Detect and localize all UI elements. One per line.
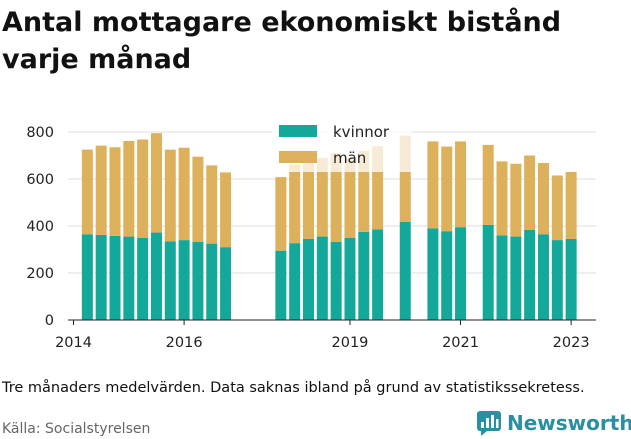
bar-man (565, 171, 577, 239)
bar-kvinnor (164, 241, 176, 320)
bar-man (137, 139, 149, 238)
bar-man (289, 164, 301, 244)
bar-man (81, 149, 93, 235)
bar-kvinnor (192, 241, 204, 320)
brand-name: Newsworthy (507, 411, 631, 435)
x-tick-label: 2019 (332, 335, 369, 351)
bar-man (275, 177, 287, 251)
bar-kvinnor (510, 236, 522, 320)
legend-swatch (279, 125, 317, 137)
bar-man (551, 175, 563, 241)
x-tick-label: 2014 (55, 335, 92, 351)
bar-kvinnor (81, 234, 93, 320)
bar-man (510, 163, 522, 237)
bar-kvinnor (137, 237, 149, 320)
bar-man (220, 172, 232, 248)
y-tick-label: 400 (26, 219, 54, 235)
y-tick-label: 0 (45, 313, 54, 329)
bar-kvinnor (482, 224, 494, 320)
bar-kvinnor (220, 247, 232, 320)
bar-man (192, 156, 204, 242)
bar-man (95, 145, 107, 235)
bar-kvinnor (441, 231, 453, 320)
bar-man (109, 147, 121, 236)
bar-man (524, 155, 536, 230)
legend-swatch (279, 151, 317, 163)
brand-logo[interactable]: Newsworthy (476, 408, 631, 438)
bar-kvinnor (178, 240, 190, 320)
bar-kvinnor (496, 235, 508, 320)
y-tick-label: 600 (26, 172, 54, 188)
bar-man (482, 144, 494, 225)
bar-kvinnor (206, 243, 218, 320)
bar-kvinnor (427, 228, 439, 320)
bar-man (164, 149, 176, 242)
bar-man (496, 161, 508, 236)
legend: kvinnor män (272, 116, 412, 172)
legend-label: kvinnor (333, 123, 390, 141)
bar-man (372, 146, 384, 230)
bar-kvinnor (399, 221, 411, 320)
bar-man (399, 135, 411, 222)
x-tick-label: 2023 (553, 335, 590, 351)
bar-man (150, 133, 162, 233)
bar-man (303, 159, 315, 239)
chart: 0 200 400 600 800 2014 2016 2019 2021 2023 kvinn… (26, 116, 596, 351)
legend-label: män (333, 149, 366, 167)
bar-kvinnor (109, 235, 121, 320)
bar-man (316, 157, 328, 237)
bar-kvinnor (551, 240, 563, 320)
x-axis: 2014 2016 2019 2021 2023 (55, 319, 596, 351)
newsworthy-logo-icon (477, 411, 501, 436)
x-tick-label: 2016 (166, 335, 203, 351)
bar-kvinnor (455, 227, 467, 320)
bar-man (537, 163, 549, 235)
bar-man (427, 141, 439, 229)
footnote: Tre månaders medelvärden. Data saknas ib… (2, 380, 585, 396)
bar-kvinnor (537, 234, 549, 320)
bars (81, 133, 577, 320)
y-tick-label: 200 (26, 266, 54, 282)
bar-man (455, 141, 467, 228)
bar-man (441, 146, 453, 232)
bar-kvinnor (95, 234, 107, 320)
y-axis: 0 200 400 600 800 (26, 125, 54, 329)
source-label: Källa: Socialstyrelsen (2, 421, 151, 437)
bar-man (178, 147, 190, 241)
bar-kvinnor (330, 241, 342, 320)
bar-kvinnor (150, 232, 162, 320)
bar-kvinnor (344, 237, 356, 320)
bar-man (358, 150, 370, 232)
bar-kvinnor (524, 229, 536, 320)
bar-kvinnor (123, 236, 135, 320)
chart-title: Antal mottagare ekonomiskt bistånd varje… (2, 7, 562, 75)
bar-kvinnor (316, 236, 328, 320)
bar-kvinnor (275, 250, 287, 320)
bar-kvinnor (565, 238, 577, 320)
bar-kvinnor (372, 229, 384, 320)
bar-man (344, 157, 356, 238)
x-tick-label: 2021 (442, 335, 479, 351)
bar-man (123, 140, 135, 237)
bar-man (206, 165, 218, 244)
bar-man (330, 153, 342, 242)
y-tick-label: 800 (26, 125, 54, 141)
bar-kvinnor (303, 238, 315, 320)
bar-kvinnor (289, 243, 301, 320)
bar-kvinnor (358, 231, 370, 320)
